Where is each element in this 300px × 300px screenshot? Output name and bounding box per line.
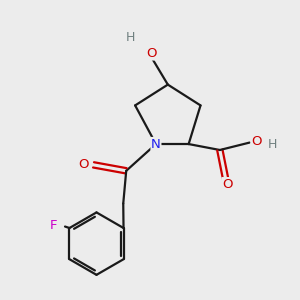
Text: H: H [126, 31, 135, 44]
Text: O: O [146, 47, 157, 60]
Text: O: O [78, 158, 88, 171]
Text: O: O [222, 178, 232, 191]
Text: O: O [251, 135, 262, 148]
Text: F: F [50, 218, 57, 232]
Text: H: H [268, 138, 278, 151]
Text: N: N [151, 138, 161, 151]
